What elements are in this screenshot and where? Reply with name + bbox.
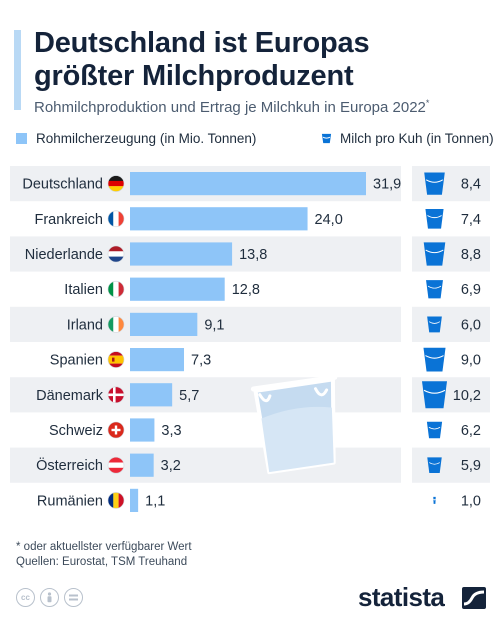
production-value-label-9: 1,1 xyxy=(145,493,165,509)
footnote-note: * oder aktuellster verfügbarer Wert xyxy=(16,541,192,553)
panel-gutter xyxy=(401,166,412,518)
production-value-label-3: 12,8 xyxy=(232,282,260,298)
bucket-rim-line-6 xyxy=(423,389,446,394)
country-label-2: Niederlande xyxy=(25,247,103,263)
per-cow-value-label-7: 6,2 xyxy=(461,423,481,439)
statista-logo: statista xyxy=(358,582,445,612)
production-bar-9 xyxy=(130,488,139,512)
bucket-icon-8 xyxy=(427,457,442,474)
production-bar-7 xyxy=(130,418,155,442)
bucket-rim-line-8 xyxy=(429,462,440,465)
production-bar-4 xyxy=(130,312,198,336)
flag-icon-it xyxy=(107,280,125,298)
bucket-rim-line-5 xyxy=(425,355,444,359)
production-value-label-4: 9,1 xyxy=(204,317,224,333)
country-label-7: Schweiz xyxy=(49,423,103,439)
bucket-icon-1 xyxy=(425,209,444,229)
per-cow-value-label-4: 6,0 xyxy=(461,317,481,333)
flag-icon-fr xyxy=(107,210,125,228)
footnote-sources: Quellen: Eurostat, TSM Treuhand xyxy=(16,556,188,568)
production-bar-5 xyxy=(130,348,185,372)
bucket-icon-2 xyxy=(423,242,446,266)
chart-subtitle: Rohmilchproduktion und Ertrag je Milchku… xyxy=(34,98,429,116)
production-bar-8 xyxy=(130,453,154,477)
milk-bucket-illustration xyxy=(250,374,338,475)
production-bar-1 xyxy=(130,207,308,231)
chart-title: Deutschland ist Europas größter Milchpro… xyxy=(34,27,370,92)
production-value-label-7: 3,3 xyxy=(161,423,181,439)
person-icon xyxy=(47,592,52,603)
flag-icon-de xyxy=(107,175,125,192)
country-label-6: Dänemark xyxy=(36,388,104,404)
bucket-icon-4 xyxy=(427,316,442,333)
production-bar-6 xyxy=(130,383,173,407)
legend-production: Rohmilcherzeugung (in Mio. Tonnen) xyxy=(16,131,256,146)
bucket-rim-line-4 xyxy=(428,321,441,324)
per-cow-value-label-2: 8,8 xyxy=(461,247,481,263)
production-value-label-5: 7,3 xyxy=(191,353,211,369)
creative-commons-icon: cc xyxy=(16,588,35,607)
bucket-icon-3 xyxy=(426,280,443,299)
bucket-icon-0 xyxy=(424,172,445,195)
flag-icon-ie xyxy=(107,316,125,333)
country-label-3: Italien xyxy=(64,282,103,298)
legend-production-swatch xyxy=(16,133,27,144)
country-label-0: Deutschland xyxy=(22,177,103,193)
bucket-icon-7 xyxy=(426,421,443,439)
flag-icon-ch xyxy=(107,421,125,439)
production-value-label-2: 13,8 xyxy=(239,247,267,263)
flag-icon-dk xyxy=(107,386,125,404)
per-cow-value-label-3: 6,9 xyxy=(461,282,481,298)
country-label-8: Österreich xyxy=(36,456,103,474)
footnote: * oder aktuellster verfügbarer Wert Quel… xyxy=(16,540,192,570)
bucket-rim-line-0 xyxy=(425,179,444,183)
country-label-4: Irland xyxy=(67,317,103,333)
country-label-9: Rumänien xyxy=(37,493,103,509)
legend-per-cow-label: Milch pro Kuh (in Tonnen) xyxy=(340,131,494,146)
subtitle-footnote-mark: * xyxy=(425,98,430,108)
bucket-rim-line-3 xyxy=(427,285,442,289)
attribution-icon xyxy=(40,588,59,607)
bucket-rim-line-2 xyxy=(425,249,444,254)
production-value-label-8: 3,2 xyxy=(161,458,181,474)
bucket-rim-line-1 xyxy=(427,215,442,219)
bucket-icon-6 xyxy=(422,381,447,409)
country-label-1: Frankreich xyxy=(35,212,104,228)
flag-icon-nl xyxy=(107,245,125,263)
equals-icon xyxy=(69,594,78,601)
bucket-icon xyxy=(321,133,332,144)
production-value-label-6: 5,7 xyxy=(179,388,199,404)
country-label-5: Spanien xyxy=(50,353,103,369)
flag-icon-es xyxy=(107,351,125,368)
production-value-label-1: 24,0 xyxy=(315,212,343,228)
legend-per-cow: Milch pro Kuh (in Tonnen) xyxy=(321,131,494,146)
per-cow-value-label-8: 5,9 xyxy=(461,458,481,474)
per-cow-value-label-9: 1,0 xyxy=(461,493,481,509)
production-bar-2 xyxy=(130,242,233,266)
title-accent-bar xyxy=(14,30,21,110)
production-bar-3 xyxy=(130,277,225,301)
per-cow-value-label-1: 7,4 xyxy=(461,212,481,228)
bucket-icon-5 xyxy=(423,347,446,372)
per-cow-value-label-5: 9,0 xyxy=(461,353,481,369)
flag-icon-at xyxy=(107,456,125,474)
per-cow-value-label-0: 8,4 xyxy=(461,177,481,193)
license-icons: cc xyxy=(16,588,83,607)
bucket-icon-9 xyxy=(433,496,436,504)
no-derivatives-icon xyxy=(64,588,83,607)
production-bar-0 xyxy=(130,172,366,196)
legend-production-label: Rohmilcherzeugung (in Mio. Tonnen) xyxy=(36,131,257,146)
per-cow-value-label-6: 10,2 xyxy=(453,388,481,404)
statista-logo-icon xyxy=(462,587,486,609)
bucket-rim-line-9 xyxy=(433,499,436,501)
flag-icon-ro xyxy=(107,492,125,509)
production-value-label-0: 31,9 xyxy=(373,177,401,193)
bucket-rim-line-7 xyxy=(428,426,441,430)
subtitle-text: Rohmilchproduktion und Ertrag je Milchku… xyxy=(34,99,426,116)
